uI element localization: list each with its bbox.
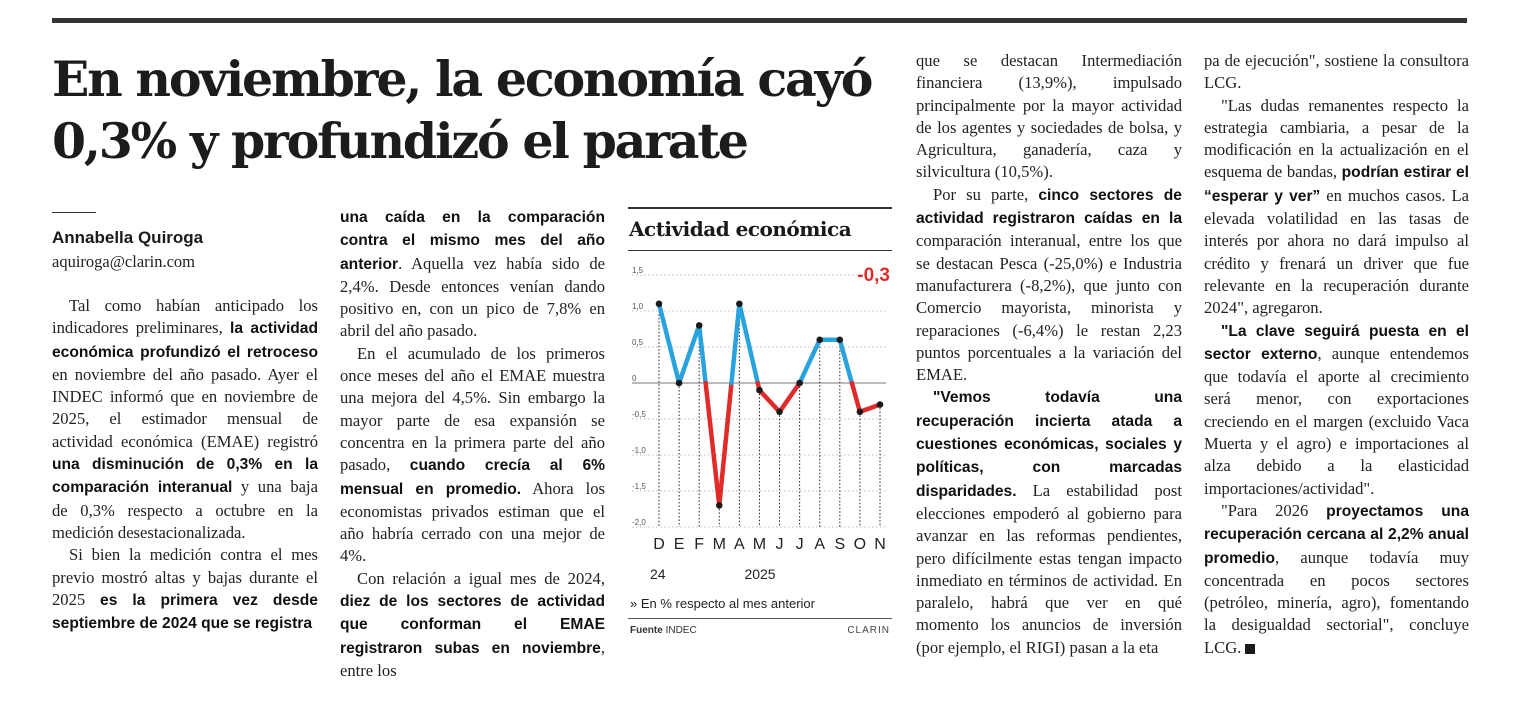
article-column-4: pa de ejecución", sostiene la consultora… xyxy=(1204,50,1469,659)
chart-brand: CLARIN xyxy=(847,625,890,636)
x-tick-label: O xyxy=(854,536,866,553)
series-line-segment xyxy=(849,380,863,415)
series-line-segment xyxy=(837,337,855,386)
chart-source: Fuente INDEC xyxy=(630,625,697,636)
author-name: Annabella Quiroga xyxy=(52,228,204,247)
series-line-segment xyxy=(757,387,782,415)
chart-source-rule xyxy=(628,618,892,619)
paragraph: "Las dudas remanentes respecto la estrat… xyxy=(1204,95,1469,318)
paragraph: En el acumulado de los primeros once mes… xyxy=(340,343,605,566)
data-point xyxy=(856,408,864,416)
paragraph-continued: que se destacan Intermediación financier… xyxy=(916,51,1182,182)
x-tick-label: A xyxy=(734,536,745,553)
chart-title-rule xyxy=(628,250,892,251)
x-tick-label: M xyxy=(753,536,766,553)
y-tick-label: -1,5 xyxy=(632,482,646,491)
chart-plot: 1,51,00,50-0,5-1,0-1,5-2,0-0,3D E F M A M J J A S… xyxy=(632,265,890,582)
series-line-segment xyxy=(857,402,883,415)
series-line-segment xyxy=(656,301,682,386)
y-tick-label: 1,0 xyxy=(632,302,644,311)
paragraph: "Vemos todavía una recuperación incierta… xyxy=(916,389,1182,657)
x-tick-label: F xyxy=(694,536,704,553)
x-tick-label: N xyxy=(874,536,886,553)
highlight-value-label: -0,3 xyxy=(857,265,890,286)
y-tick-label: -2,0 xyxy=(632,518,646,527)
series-line-segment xyxy=(797,337,822,386)
year-label: 24 xyxy=(650,566,666,582)
data-point xyxy=(655,300,663,308)
series-line-segment xyxy=(729,301,742,386)
data-point xyxy=(836,336,844,344)
x-tick-label: M xyxy=(713,536,726,553)
paragraph: "La clave seguirá puesta en el sector ex… xyxy=(1204,322,1469,498)
paragraph: "Para 2026 proyectamos una recuperación … xyxy=(1204,500,1470,657)
data-point xyxy=(675,379,683,387)
x-tick-label: D xyxy=(653,536,665,553)
chart-source-value: INDEC xyxy=(665,625,697,636)
series-line-segment xyxy=(777,380,802,415)
data-point xyxy=(756,386,763,394)
paragraph: Tal como habían anticipado los indicador… xyxy=(52,296,318,542)
x-tick-label: S xyxy=(834,536,845,553)
headline: En noviembre, la economía cayó 0,3% y pr… xyxy=(52,50,873,170)
data-point xyxy=(876,401,884,408)
data-point xyxy=(695,322,703,329)
data-point xyxy=(715,502,723,509)
y-tick-label: -0,5 xyxy=(632,410,646,419)
chart-note: » En % respecto al mes anterior xyxy=(630,596,815,611)
series-line-segment xyxy=(737,301,761,386)
byline-rule xyxy=(52,212,96,213)
data-point xyxy=(776,408,783,416)
x-tick-label: E xyxy=(674,536,685,553)
data-point xyxy=(816,336,824,344)
series-line-segment xyxy=(717,380,734,508)
series-line-segment xyxy=(696,323,708,386)
article-column-3: que se destacan Intermediación financier… xyxy=(916,50,1182,659)
chart-title: Actividad económica xyxy=(629,217,852,241)
paragraph: Si bien la medición contra el mes previo… xyxy=(52,545,318,633)
x-tick-label: A xyxy=(814,536,825,553)
x-tick-label: J xyxy=(776,536,784,553)
chart-top-rule xyxy=(628,207,892,209)
data-point xyxy=(796,379,803,387)
author-email[interactable]: aquiroga@clarin.com xyxy=(52,252,196,271)
x-tick-label: J xyxy=(796,536,804,553)
series-line-segment xyxy=(676,323,702,386)
paragraph: Por su parte, cinco sectores de activida… xyxy=(916,184,1182,385)
article-column-2: una caída en la comparación contra el mi… xyxy=(340,206,605,682)
article-column-1: Tal como habían anticipado los indicador… xyxy=(52,295,318,635)
paragraph-continued: una caída en la comparación contra el mi… xyxy=(340,209,605,341)
y-tick-label: 0,5 xyxy=(632,338,644,347)
paragraph-continued: pa de ejecución", sostiene la consultora… xyxy=(1204,51,1469,93)
year-label: 2025 xyxy=(744,566,775,582)
data-point xyxy=(736,300,743,308)
chart-source-label: Fuente xyxy=(630,625,663,636)
y-tick-label: 1,5 xyxy=(632,266,644,275)
top-rule xyxy=(52,18,1467,23)
activity-chart: Actividad económica 1,5 1,0 0,5 0 -0,5 -1,0 -1… xyxy=(628,207,892,642)
paragraph: Con relación a igual mes de 2024, diez d… xyxy=(340,568,605,680)
series-line-segment xyxy=(703,380,722,508)
y-tick-label: -1,0 xyxy=(632,446,646,455)
end-mark xyxy=(1245,643,1256,654)
y-tick-label: 0 xyxy=(632,374,637,383)
